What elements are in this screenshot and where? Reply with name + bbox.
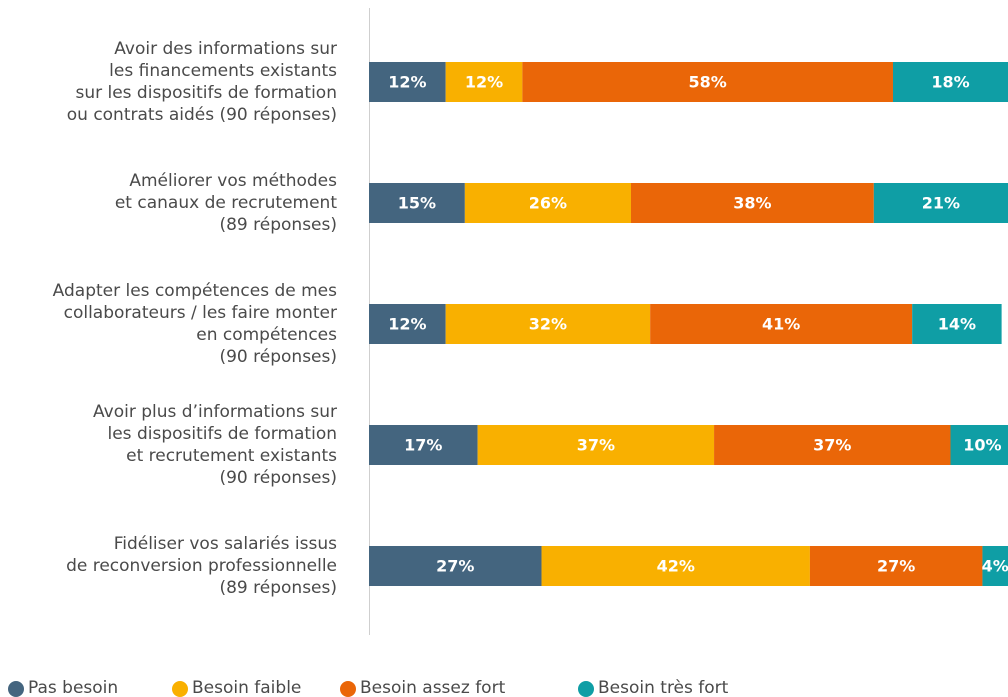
bar-segment [950,425,1008,465]
value-label: 32% [529,315,567,334]
category-label: et recrutement existants [126,446,337,466]
bar-segment [477,425,715,465]
category-label: (90 réponses) [219,468,337,488]
bar-segment [369,546,542,586]
value-label: 14% [938,315,976,334]
bar-segment [809,546,983,586]
legend-label: Besoin très fort [598,678,729,697]
category-label: les dispositifs de formation [108,424,338,444]
legend-label: Pas besoin [28,678,118,697]
category-label: Avoir des informations sur [114,39,337,59]
category-label: collaborateurs / les faire monter [64,303,337,323]
bar-segment [630,183,874,223]
value-label: 4% [982,557,1008,576]
category-label: Avoir plus d’informations sur [93,402,337,422]
value-label: 12% [388,315,426,334]
value-label: 37% [577,436,615,455]
category-label: Adapter les compétences de mes [53,281,337,301]
category-label: (89 réponses) [219,578,337,598]
legend-swatch [8,681,24,697]
value-label: 12% [465,73,503,92]
value-label: 21% [922,194,960,213]
legend-swatch [340,681,356,697]
bar-segment [714,425,951,465]
bar-segment [464,183,631,223]
bar-segment [541,546,810,586]
category-label: sur les dispositifs de formation [75,83,337,103]
value-label: 38% [733,194,771,213]
value-label: 10% [963,436,1001,455]
value-label: 42% [657,557,695,576]
value-label: 27% [877,557,915,576]
category-label: Améliorer vos méthodes [129,171,337,191]
bar-segment [522,62,893,102]
bar-segment [369,62,446,102]
bar-segment [912,304,1002,344]
legend-label: Besoin assez fort [360,678,506,697]
bar-segment [369,183,465,223]
legend-label: Besoin faible [192,678,301,697]
value-label: 41% [762,315,800,334]
bar-segment [873,183,1008,223]
bar-segment [445,304,651,344]
legend-swatch [578,681,594,697]
bar-segment [445,62,523,102]
category-label: Fidéliser vos salariés issus [114,534,337,554]
value-label: 17% [404,436,442,455]
category-label: (89 réponses) [219,215,337,235]
value-label: 58% [689,73,727,92]
category-label: (90 réponses) [219,347,337,367]
category-label: en compétences [196,325,337,345]
legend-swatch [172,681,188,697]
value-label: 27% [436,557,474,576]
value-label: 37% [813,436,851,455]
value-label: 12% [388,73,426,92]
bar-segment [650,304,913,344]
bar-segment [892,62,1008,102]
value-label: 15% [398,194,436,213]
value-label: 26% [529,194,567,213]
bar-segment [369,425,478,465]
bar-segment [369,304,446,344]
bar-segment [982,546,1008,586]
category-label: de reconversion professionnelle [66,556,337,576]
category-label: et canaux de recrutement [115,193,337,213]
value-label: 18% [931,73,969,92]
category-label: les financements existants [109,61,337,81]
category-label: ou contrats aidés (90 réponses) [67,105,337,125]
